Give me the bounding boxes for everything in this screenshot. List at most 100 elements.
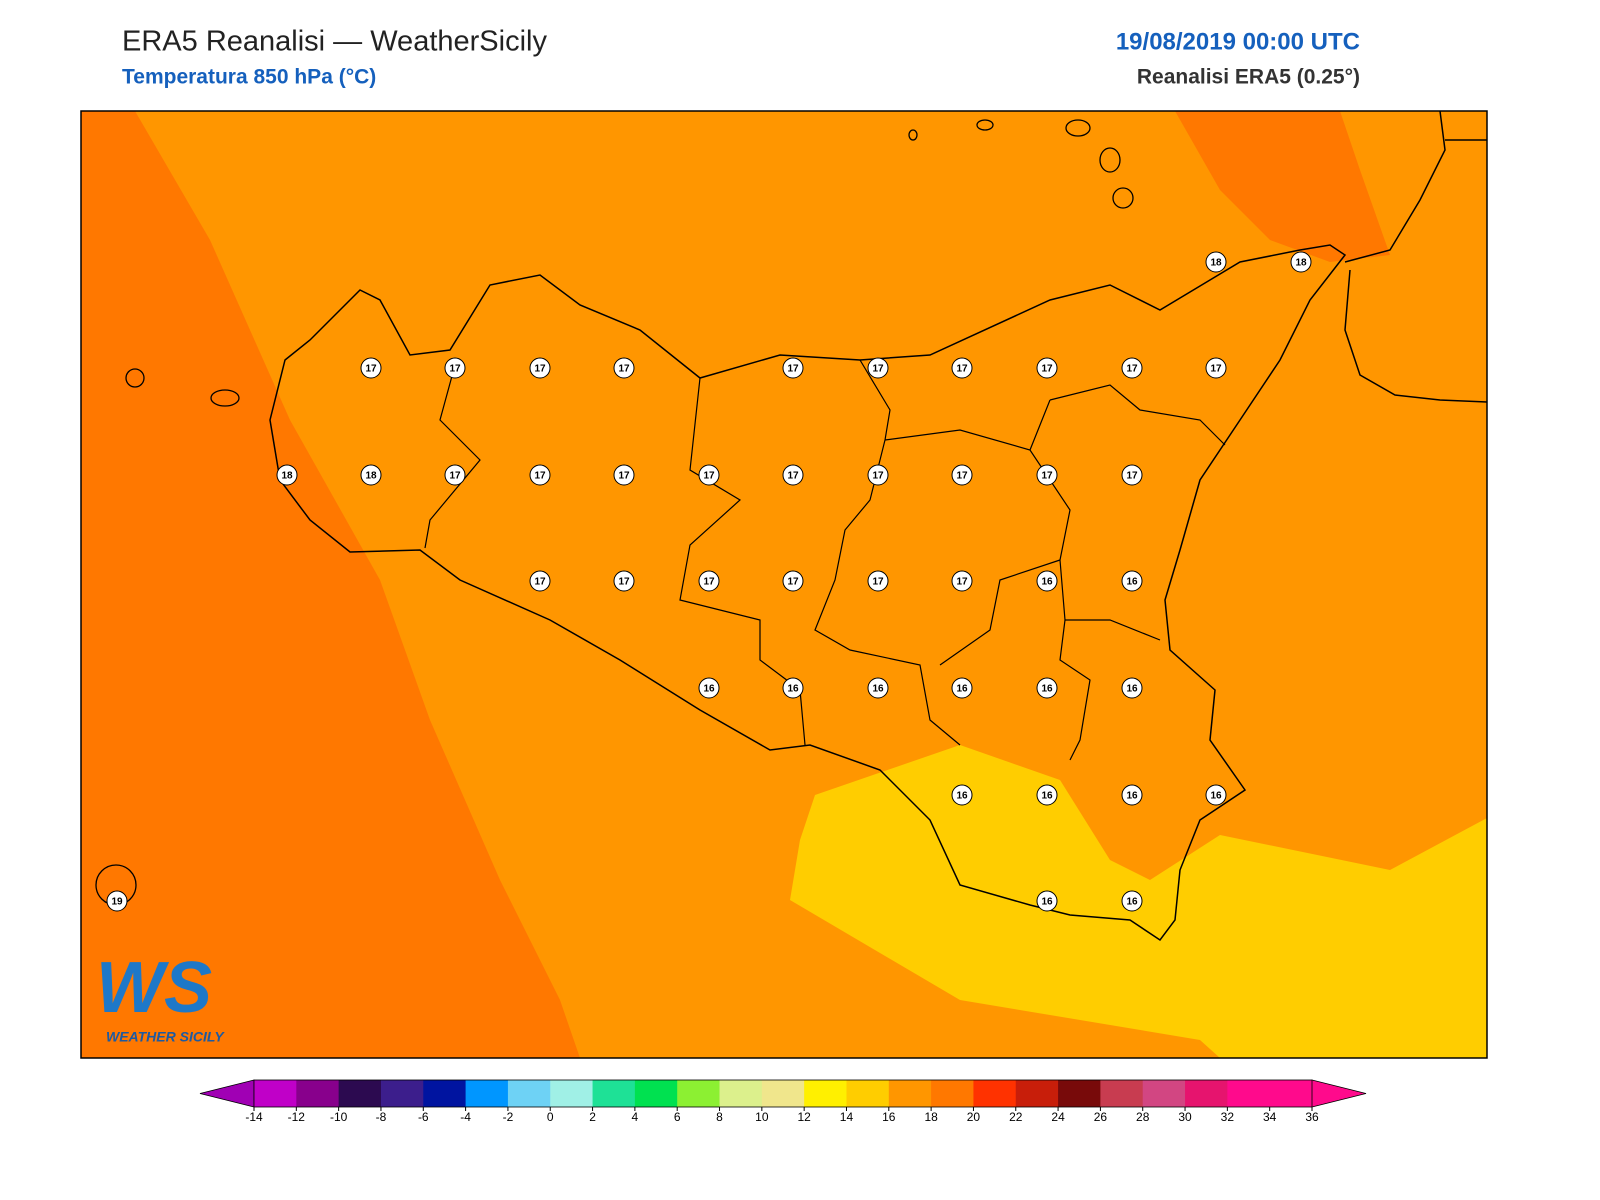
subtitle: Temperatura 850 hPa (°C) bbox=[122, 66, 376, 89]
colorbar-segment bbox=[888, 1080, 932, 1107]
colorbar-segment bbox=[1142, 1080, 1186, 1107]
point-label: 16 bbox=[1041, 897, 1053, 908]
point-label: 17 bbox=[449, 471, 461, 482]
colorbar-tick-label: 32 bbox=[1221, 1110, 1235, 1124]
point-label: 17 bbox=[618, 471, 630, 482]
point-marker bbox=[444, 357, 466, 379]
point-label: 19 bbox=[111, 897, 123, 908]
point-marker bbox=[698, 570, 720, 592]
point-label: 16 bbox=[703, 684, 715, 695]
point-marker bbox=[782, 677, 804, 699]
colorbar-segment bbox=[1185, 1080, 1228, 1107]
point-label: 17 bbox=[872, 471, 884, 482]
point-label: 17 bbox=[1041, 364, 1053, 375]
colorbar-tick-label: 18 bbox=[924, 1110, 938, 1124]
warm-area bbox=[81, 111, 580, 1058]
colorbar-segment bbox=[1100, 1080, 1144, 1107]
coastline bbox=[1344, 111, 1487, 403]
colorbar-tick-label: -10 bbox=[330, 1110, 348, 1124]
point-label: 16 bbox=[1126, 897, 1138, 908]
map-frame bbox=[80, 110, 1488, 1059]
colorbar-tick-label: 2 bbox=[589, 1110, 596, 1124]
point-label: 16 bbox=[1126, 577, 1138, 588]
colorbar-segment bbox=[634, 1080, 678, 1107]
colorbar-tick-label: 16 bbox=[882, 1110, 896, 1124]
point-label: 17 bbox=[703, 471, 715, 482]
point-marker bbox=[782, 464, 804, 486]
colorbar-segment bbox=[804, 1080, 847, 1107]
point-marker bbox=[613, 464, 635, 486]
colorbar-segment bbox=[465, 1080, 509, 1107]
colorbar-segment bbox=[296, 1080, 340, 1107]
colorbar-segment bbox=[1015, 1080, 1059, 1107]
colorbar-segment bbox=[254, 1080, 297, 1107]
point-marker bbox=[1205, 784, 1227, 806]
point-label: 17 bbox=[365, 364, 377, 375]
point-label: 18 bbox=[281, 471, 293, 482]
point-marker bbox=[106, 890, 128, 912]
point-marker bbox=[1121, 784, 1143, 806]
point-marker bbox=[360, 464, 382, 486]
colorbar-tick-label: 26 bbox=[1094, 1110, 1108, 1124]
point-marker bbox=[1121, 570, 1143, 592]
point-marker bbox=[1036, 784, 1058, 806]
island bbox=[1099, 147, 1121, 173]
point-marker bbox=[867, 677, 889, 699]
point-label: 17 bbox=[618, 577, 630, 588]
point-label: 17 bbox=[534, 577, 546, 588]
point-marker bbox=[698, 464, 720, 486]
point-marker bbox=[951, 784, 973, 806]
colorbar-tick-label: 22 bbox=[1009, 1110, 1023, 1124]
point-label: 17 bbox=[956, 577, 968, 588]
colorbar-tick-label: 12 bbox=[797, 1110, 811, 1124]
colorbar-segment bbox=[550, 1080, 594, 1107]
point-marker bbox=[951, 357, 973, 379]
point-marker bbox=[698, 677, 720, 699]
point-label: 18 bbox=[1210, 258, 1222, 269]
colorbar-tick-label: 8 bbox=[716, 1110, 723, 1124]
point-label: 16 bbox=[1210, 791, 1222, 802]
colorbar-segment bbox=[592, 1080, 636, 1107]
warm-area bbox=[1175, 111, 1390, 262]
point-marker bbox=[529, 357, 551, 379]
colorbar-segment bbox=[338, 1080, 382, 1107]
colorbar-segment bbox=[719, 1080, 763, 1107]
point-marker bbox=[360, 357, 382, 379]
point-marker bbox=[782, 570, 804, 592]
point-label: 18 bbox=[1295, 258, 1307, 269]
title: ERA5 Reanalisi — WeatherSicily bbox=[122, 26, 547, 58]
point-label: 17 bbox=[534, 471, 546, 482]
map bbox=[81, 111, 1487, 1058]
colorbar-segment bbox=[423, 1080, 467, 1107]
point-label: 17 bbox=[703, 577, 715, 588]
colorbar-tick-label: 10 bbox=[755, 1110, 769, 1124]
point-label: 17 bbox=[956, 471, 968, 482]
colorbar-tick-label: 34 bbox=[1263, 1110, 1277, 1124]
colorbar-tick-label: 6 bbox=[674, 1110, 681, 1124]
point-label: 17 bbox=[449, 364, 461, 375]
point-label: 16 bbox=[956, 791, 968, 802]
point-label: 17 bbox=[1126, 364, 1138, 375]
colorbar-tick-label: 0 bbox=[547, 1110, 554, 1124]
point-marker bbox=[951, 464, 973, 486]
colorbar-segment bbox=[846, 1080, 890, 1107]
point-marker bbox=[951, 677, 973, 699]
point-marker bbox=[613, 357, 635, 379]
points: 18 18 17 17 17 17 17 17 17 17 17 17 18 18 17 17 17 17 17 17… bbox=[106, 251, 1312, 912]
colorbar-over bbox=[1311, 1079, 1367, 1108]
point-marker bbox=[1036, 570, 1058, 592]
point-marker bbox=[1290, 251, 1312, 273]
colorbar-tick-label: -14 bbox=[245, 1110, 263, 1124]
point-marker bbox=[867, 464, 889, 486]
colorbar-tick-label: -4 bbox=[460, 1110, 471, 1124]
island bbox=[1112, 187, 1134, 209]
point-label: 17 bbox=[787, 577, 799, 588]
point-marker bbox=[1205, 357, 1227, 379]
colorbar-segment bbox=[507, 1080, 551, 1107]
point-marker bbox=[867, 570, 889, 592]
point-marker bbox=[444, 464, 466, 486]
island bbox=[976, 119, 994, 131]
point-label: 16 bbox=[1041, 577, 1053, 588]
colorbar-segment bbox=[1269, 1080, 1313, 1107]
